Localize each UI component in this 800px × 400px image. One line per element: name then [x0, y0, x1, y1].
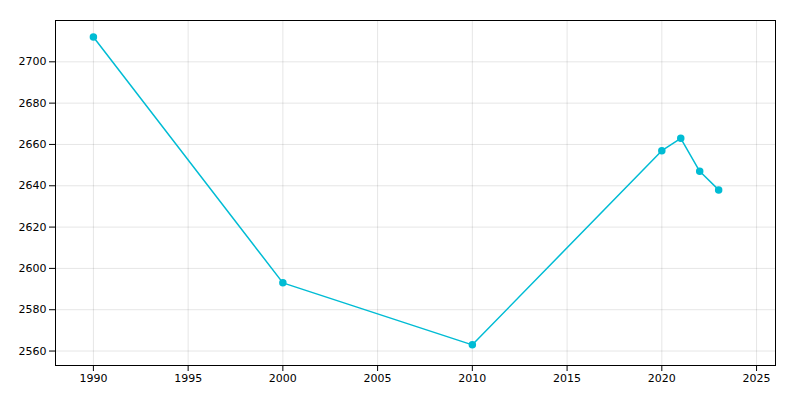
- svg-text:2680: 2680: [19, 97, 47, 110]
- svg-text:2005: 2005: [364, 372, 392, 385]
- svg-text:2000: 2000: [269, 372, 297, 385]
- svg-text:2580: 2580: [19, 303, 47, 316]
- svg-text:1990: 1990: [79, 372, 107, 385]
- svg-text:2020: 2020: [648, 372, 676, 385]
- svg-text:2010: 2010: [458, 372, 486, 385]
- svg-text:2025: 2025: [743, 372, 771, 385]
- svg-text:2600: 2600: [19, 262, 47, 275]
- svg-text:2620: 2620: [19, 221, 47, 234]
- svg-text:2660: 2660: [19, 138, 47, 151]
- svg-text:2015: 2015: [553, 372, 581, 385]
- svg-text:2560: 2560: [19, 345, 47, 358]
- svg-text:2700: 2700: [19, 55, 47, 68]
- svg-text:2640: 2640: [19, 179, 47, 192]
- svg-text:1995: 1995: [174, 372, 202, 385]
